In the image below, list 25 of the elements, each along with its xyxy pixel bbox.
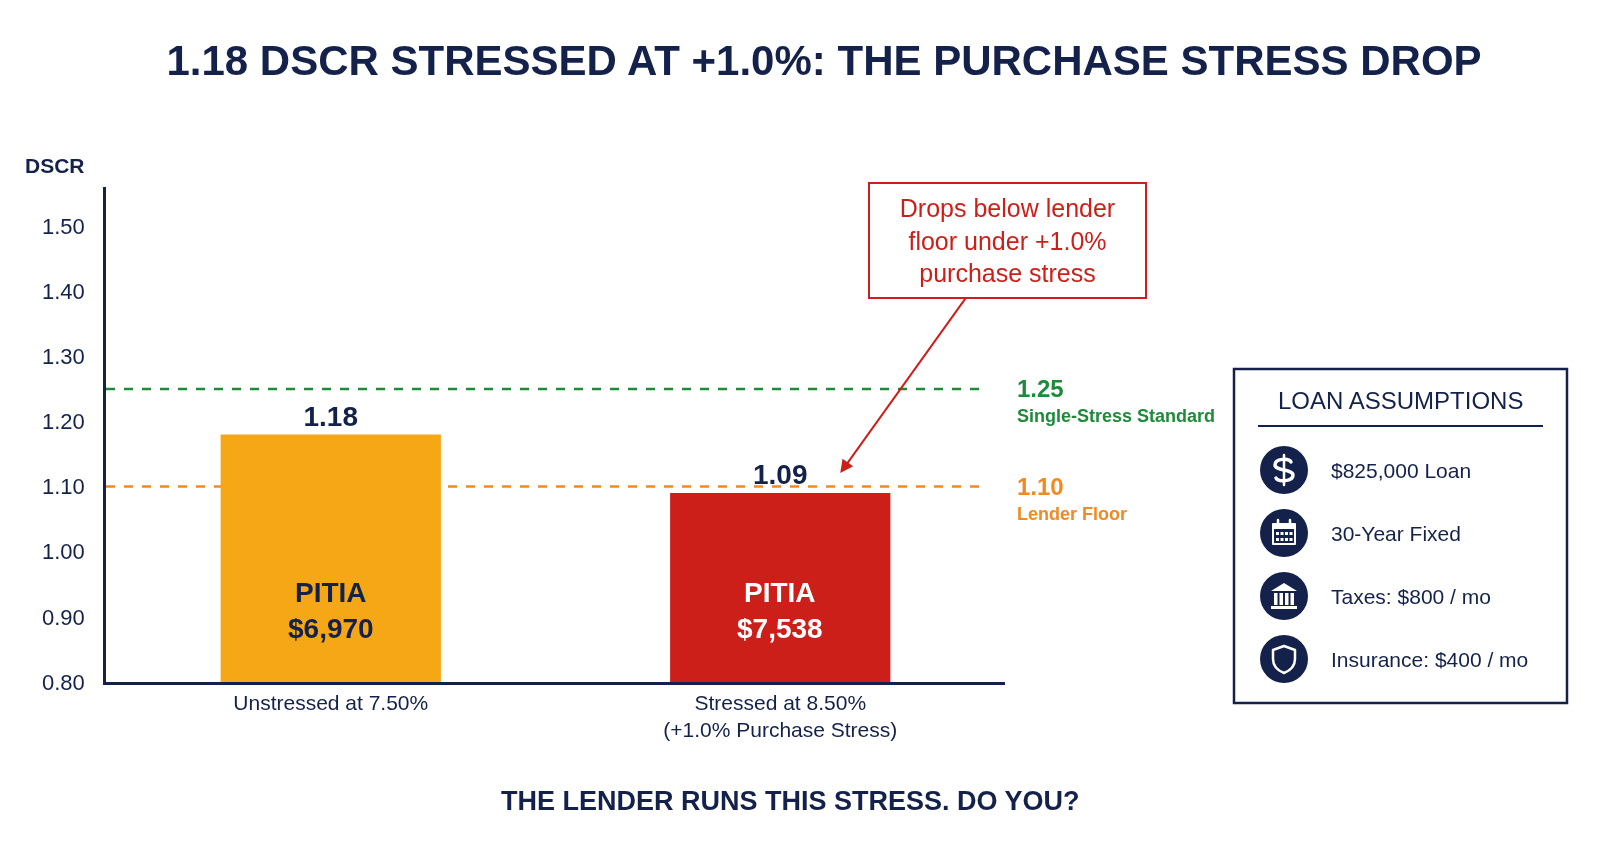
data-label: 1.09: [753, 459, 808, 491]
ref-line-label: 1.25 Single-Stress Standard: [1017, 375, 1216, 426]
y-tick-label: 1.50: [42, 213, 85, 239]
text: LOAN ASSUMPTIONS: [1278, 387, 1524, 414]
y-tick-label: 1.20: [42, 409, 85, 435]
ref-line-label: 1.10 Lender Floor: [1017, 473, 1128, 524]
y-tick-label: 1.00: [42, 539, 85, 565]
annotation: PITIA $7,538: [737, 577, 823, 645]
annotation: PITIA $6,970: [288, 577, 374, 645]
x-tick-label: Unstressed at 7.50%: [233, 690, 429, 714]
y-tick-label: 0.80: [42, 669, 85, 695]
text: 30-Year Fixed: [1331, 522, 1461, 545]
y-tick-label: 0.90: [42, 604, 85, 630]
y-tick-label: 1.40: [42, 278, 85, 304]
annotation: Drops below lender floor under +1.0% purchase stress: [899, 194, 1116, 287]
y-tick-label: 1.10: [42, 474, 85, 500]
y-tick-label: 1.30: [42, 344, 85, 370]
y-axis-title: DSCR: [25, 154, 85, 177]
text: Insurance: $400 / mo: [1331, 648, 1529, 671]
text: $825,000 Loan: [1331, 459, 1472, 482]
text: Taxes: $800 / mo: [1331, 585, 1491, 608]
chart-title: 1.18 DSCR STRESSED AT +1.0%: THE PURCHASE STRESS DROP: [166, 36, 1482, 84]
text: THE LENDER RUNS THIS STRESS. DO YOU?: [501, 786, 1080, 816]
x-tick-label: Stressed at 8.50% (+1.0% Purchase Stress): [663, 690, 898, 742]
data-label: 1.18: [303, 400, 358, 432]
